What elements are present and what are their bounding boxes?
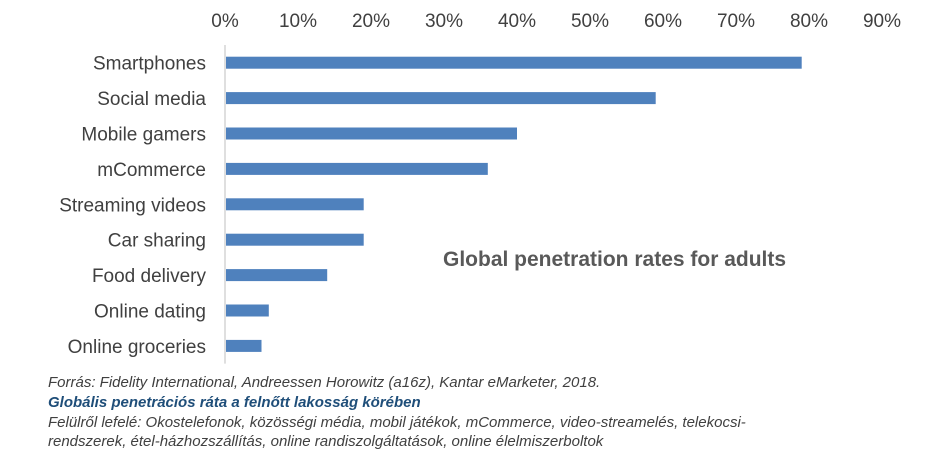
category-label: Social media xyxy=(97,89,206,110)
caption-subtitle: Globális penetrációs ráta a felnőtt lako… xyxy=(48,394,421,411)
caption-note-line-1: Felülről lefelé: Okostelefonok, közösség… xyxy=(48,414,746,431)
category-label: mCommerce xyxy=(97,160,206,181)
bars xyxy=(226,56,802,352)
bar xyxy=(226,233,364,246)
bar xyxy=(226,92,656,105)
x-tick-label: 10% xyxy=(279,11,317,32)
bar xyxy=(226,269,328,282)
bar xyxy=(226,56,802,69)
caption-note-line-2: rendszerek, étel-házhozszállítás, online… xyxy=(48,433,604,450)
category-labels: Smartphones Social media Mobile gamers mCom… xyxy=(59,54,206,358)
x-tick-label: 40% xyxy=(498,11,536,32)
bar xyxy=(226,198,364,211)
bar xyxy=(226,127,517,140)
category-label: Streaming videos xyxy=(59,195,206,216)
category-label: Online dating xyxy=(94,302,206,323)
x-tick-label: 30% xyxy=(425,11,463,32)
category-label: Online groceries xyxy=(68,337,206,358)
x-tick-label: 60% xyxy=(644,11,682,32)
x-tick-label: 90% xyxy=(863,11,901,32)
x-tick-label: 50% xyxy=(571,11,609,32)
x-tick-label: 70% xyxy=(717,11,755,32)
bar xyxy=(226,339,262,352)
x-tick-label: 80% xyxy=(790,11,828,32)
source-caption: Forrás: Fidelity International, Andreess… xyxy=(48,374,601,391)
x-tick-label: 20% xyxy=(352,11,390,32)
x-tick-labels: 0% 10% 20% 30% 40% 50% 60% 70% 80% 90% xyxy=(211,11,901,32)
bar xyxy=(226,162,488,175)
category-label: Car sharing xyxy=(108,231,206,252)
category-label: Smartphones xyxy=(93,54,206,75)
bar xyxy=(226,304,269,317)
chart-title: Global penetration rates for adults xyxy=(443,248,787,271)
bar-chart: 0% 10% 20% 30% 40% 50% 60% 70% 80% 90% Smartphone… xyxy=(59,11,901,364)
x-tick-label: 0% xyxy=(211,11,239,32)
category-label: Mobile gamers xyxy=(81,125,206,146)
category-label: Food delivery xyxy=(92,266,207,287)
